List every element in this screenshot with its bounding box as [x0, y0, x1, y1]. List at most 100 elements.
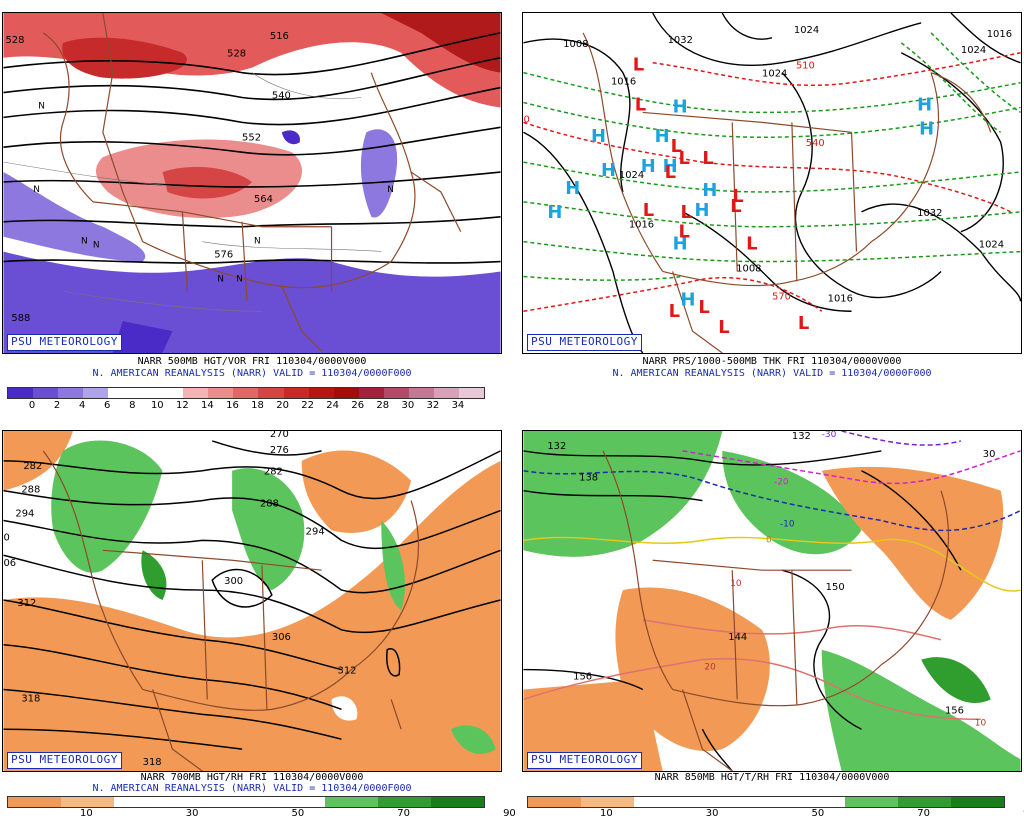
contour-label: 294 [306, 526, 325, 537]
high-pressure-marker: H [565, 178, 580, 199]
contour-label: 318 [21, 693, 40, 704]
colorbar-swatch [8, 388, 34, 398]
panel-title: NARR 500MB HGT/VOR FRI 110304/0000V000 [137, 356, 367, 367]
high-pressure-marker: H [663, 156, 678, 177]
colorbar-swatch [83, 388, 109, 398]
isobar-label: 1016 [987, 29, 1012, 40]
low-pressure-marker: L [732, 186, 743, 207]
isobar-label: 1024 [794, 25, 819, 36]
n-marker: N [93, 241, 100, 251]
high-pressure-marker: H [655, 126, 670, 147]
contour-label: 306 [272, 632, 291, 643]
height-label: 30 [983, 449, 996, 460]
low-pressure-marker: L [746, 234, 757, 255]
colorbar-swatch [378, 797, 432, 807]
low-pressure-marker: L [665, 162, 676, 183]
colorbar-tick-label: 18 [251, 400, 264, 411]
panel-valid-time: N. AMERICAN REANALYSIS (NARR) VALID = 11… [92, 368, 412, 379]
colorbar-tick-label: 14 [201, 400, 214, 411]
n-marker: N [387, 185, 394, 195]
colorbar-swatch [325, 797, 379, 807]
low-pressure-marker: L [643, 200, 654, 221]
colorbar-tick-label: 32 [426, 400, 440, 411]
high-pressure-marker: H [694, 200, 709, 221]
contour-label: 0 [3, 532, 9, 543]
low-pressure-marker: L [681, 202, 692, 223]
colorbar-swatch [8, 797, 61, 807]
colorbar-tick-label: 10 [79, 808, 93, 819]
colorbar-tick-label: 34 [451, 400, 465, 411]
colorbar-swatch [633, 797, 687, 807]
height-label: 150 [826, 582, 845, 593]
isobar-label: 1016 [629, 220, 654, 231]
colorbar-tick-label: 70 [917, 808, 931, 819]
low-pressure-marker: L [718, 317, 729, 338]
contour-label: 528 [227, 49, 246, 60]
psu-logo: PSU METEOROLOGY [527, 334, 642, 351]
height-label: 138 [579, 473, 598, 484]
low-pressure-marker: L [633, 55, 644, 76]
colorbar-tick-label: 10 [150, 400, 164, 411]
thickness-label: 0 [523, 114, 529, 125]
colorbar-tick-label: 26 [351, 400, 365, 411]
colorbar-swatch [792, 797, 846, 807]
isobar-label: 1032 [917, 208, 942, 219]
colorbar-tick-label: 6 [104, 400, 111, 411]
contour-label: 540 [272, 90, 291, 101]
map-850mb-temp-rh: 132 132 138 150 144 156 156 30 -30 -20 -… [522, 430, 1022, 772]
map-500mb-svg: 528 516 540 552 564 576 588 528 N N N N … [3, 13, 501, 353]
colorbar-tick-label: 90 [503, 808, 516, 819]
colorbar-tick-label: 10 [599, 808, 613, 819]
n-marker: N [254, 237, 261, 247]
panel-valid-time: N. AMERICAN REANALYSIS (NARR) VALID = 11… [612, 368, 932, 379]
n-marker: N [236, 274, 243, 284]
temperature-label: 10 [730, 579, 742, 589]
temperature-label: -30 [822, 431, 837, 440]
high-pressure-marker: H [681, 289, 696, 310]
high-pressure-marker: H [673, 234, 688, 255]
low-pressure-marker: L [679, 148, 690, 169]
colorbar-swatch [113, 797, 167, 807]
colorbar-tick-label: 24 [326, 400, 340, 411]
high-pressure-marker: H [547, 202, 562, 223]
colorbar-swatch [158, 388, 184, 398]
low-pressure-marker: L [798, 313, 809, 334]
colorbar-swatch [60, 797, 114, 807]
colorbar-swatch [233, 388, 259, 398]
colorbar-swatch [433, 388, 459, 398]
height-label: 156 [573, 672, 592, 683]
contour-label: 318 [143, 757, 162, 768]
map-pressure-thickness: 1008 1032 1024 1024 1016 1024 1016 1008 … [522, 12, 1022, 354]
colorbar-tick-label: 28 [376, 400, 390, 411]
colorbar-tick-label: 16 [226, 400, 239, 411]
height-label: 156 [945, 705, 964, 716]
colorbar-swatch [383, 388, 409, 398]
colorbar-swatch [283, 388, 309, 398]
contour-label: 282 [264, 467, 283, 478]
isobar-label: 1032 [668, 35, 693, 46]
colorbar-tick-label: 30 [185, 808, 199, 819]
thickness-label: 570 [772, 291, 791, 302]
height-label: 132 [547, 441, 566, 452]
map-850mb-svg: 132 132 138 150 144 156 156 30 -30 -20 -… [523, 431, 1021, 771]
colorbar-tick-label: 12 [175, 400, 189, 411]
high-pressure-marker: H [641, 156, 656, 177]
colorbar-swatch [219, 797, 273, 807]
contour-label: 270 [270, 431, 289, 440]
colorbar-ticks: 10 30 50 70 90 [7, 808, 516, 822]
colorbar-swatch [739, 797, 793, 807]
contour-label: 312 [337, 666, 356, 677]
colorbar-tick-label: 50 [291, 808, 305, 819]
temperature-label: -10 [780, 519, 795, 529]
colorbar-swatch [308, 388, 334, 398]
colorbar-swatch [408, 388, 434, 398]
contour-label: 564 [254, 194, 273, 205]
colorbar-swatch [528, 797, 581, 807]
high-pressure-marker: H [673, 96, 688, 117]
isobar-label: 1008 [563, 39, 588, 50]
colorbar-tick-label: 70 [397, 808, 411, 819]
contour-label: 552 [242, 132, 261, 143]
colorbar-swatch [845, 797, 899, 807]
contour-label: 516 [270, 31, 289, 42]
colorbar-swatch [358, 388, 384, 398]
